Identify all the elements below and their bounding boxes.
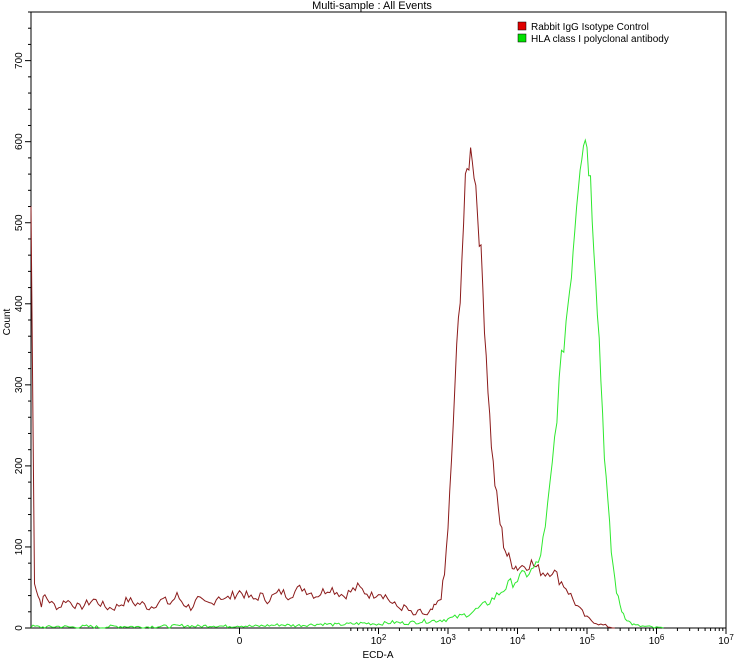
series-line-2 [30, 138, 664, 629]
y-tick-label: 400 [14, 295, 25, 312]
x-axis-label: ECD-A [362, 650, 393, 661]
plot-area [30, 11, 727, 629]
y-tick-label: 100 [14, 538, 25, 555]
x-tick-label: 103 [440, 633, 456, 647]
y-tick-label: 300 [14, 376, 25, 393]
x-tick-label: 106 [649, 633, 665, 647]
legend-label: HLA class I polyclonal antibody [531, 34, 669, 45]
chart-title: Multi-sample : All Events [312, 0, 432, 12]
y-axis-label: Count [2, 308, 13, 335]
series-line-1 [30, 147, 615, 629]
x-tick-label: 0 [237, 636, 243, 647]
y-tick-label: 600 [14, 133, 25, 150]
axis-ticks [25, 11, 727, 634]
x-tick-label: 105 [579, 633, 595, 647]
legend-swatch [517, 21, 527, 31]
y-tick-label: 500 [14, 214, 25, 231]
y-tick-label: 200 [14, 457, 25, 474]
legend-swatch [517, 33, 527, 43]
x-tick-label: 107 [718, 633, 734, 647]
legend-label: Rabbit IgG Isotype Control [531, 22, 649, 33]
y-tick-label: 700 [14, 52, 25, 69]
x-axis-tick-labels: 0 102 103 104 105 106 107 [237, 633, 735, 647]
y-tick-label: 0 [14, 625, 25, 631]
x-tick-label: 102 [371, 633, 387, 647]
y-axis-tick-labels: 0 100 200 300 400 500 600 700 [14, 52, 25, 631]
series-layer [30, 138, 664, 629]
x-tick-label: 104 [510, 633, 526, 647]
